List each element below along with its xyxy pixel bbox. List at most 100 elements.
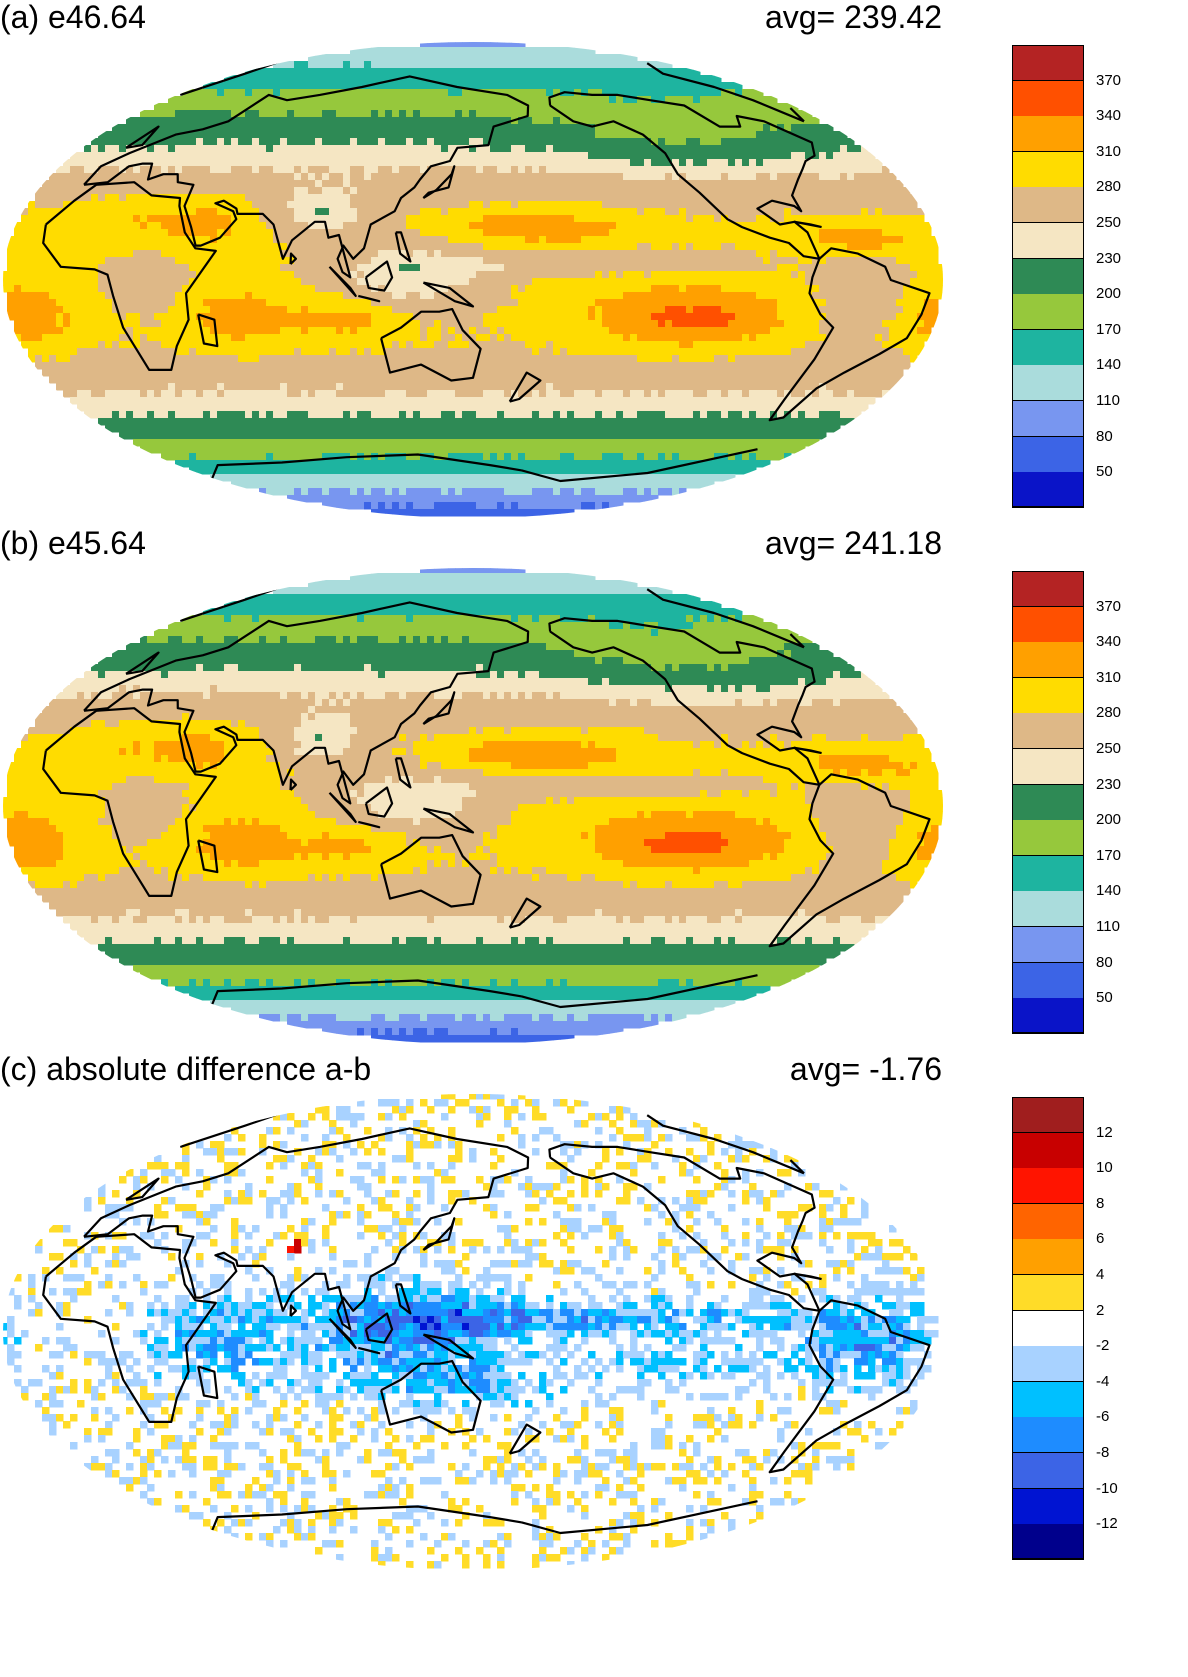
colorbar-swatch — [1012, 1168, 1084, 1205]
coastline — [422, 1217, 456, 1251]
colorbar-swatch — [1012, 294, 1084, 331]
colorbar-tick-label: 80 — [1096, 427, 1113, 445]
colorbar-swatch — [1012, 1239, 1084, 1276]
colorbar-tick-label: 140 — [1096, 882, 1122, 900]
coastline — [364, 786, 394, 818]
coastline — [125, 1177, 160, 1201]
colorbar-swatch — [1012, 1417, 1084, 1454]
colorbar-swatch — [1012, 927, 1084, 964]
coastline — [210, 448, 758, 483]
colorbar-tick-label: -12 — [1096, 1515, 1118, 1533]
colorbar-tick-label: 280 — [1096, 178, 1122, 196]
coastline — [364, 260, 394, 292]
panel-a: (a) e46.64 avg= 239.42 50 80 110 140 170 200 2… — [0, 0, 1188, 520]
map-c — [3, 1094, 939, 1569]
colorbar-swatch — [1012, 1310, 1084, 1347]
coastline — [380, 834, 482, 908]
colorbar-swatch — [1012, 962, 1084, 999]
colorbar-tick-label: 110 — [1096, 392, 1120, 409]
map-b — [3, 568, 943, 1043]
colorbar-tick-label: -8 — [1096, 1444, 1110, 1461]
coastline — [422, 165, 456, 199]
colorbar-swatch — [1012, 401, 1084, 438]
colorbar-swatch — [1012, 1097, 1084, 1134]
coastline — [422, 281, 475, 308]
colorbar-tick-label: 12 — [1096, 1123, 1113, 1141]
coastline — [508, 371, 542, 403]
panel-average: avg= -1.76 — [789, 1051, 942, 1087]
coastline — [793, 220, 822, 229]
colorbar-tick-label: -2 — [1096, 1337, 1110, 1355]
coastline — [42, 1233, 217, 1423]
colorbar-swatch — [1012, 1488, 1084, 1525]
colorbar-swatch — [1012, 187, 1084, 224]
colorbar-tick-label: 280 — [1096, 704, 1122, 722]
colorbar-swatch — [1012, 677, 1084, 714]
colorbar-tick-label: 80 — [1096, 953, 1113, 971]
colorbar-swatch — [1012, 784, 1084, 821]
colorbar-swatch — [1012, 1275, 1084, 1312]
coastline — [422, 691, 456, 725]
coastline — [328, 1318, 357, 1349]
colorbar-tick-label: 10 — [1096, 1159, 1113, 1177]
colorbar-tick-label: 6 — [1096, 1230, 1105, 1248]
coastline — [210, 1500, 758, 1535]
coastline — [197, 1365, 219, 1400]
colorbar-tick-label: 170 — [1096, 320, 1122, 338]
colorbar-swatch — [1012, 1346, 1084, 1383]
colorbar-tick-label: 310 — [1096, 142, 1122, 160]
colorbar-swatch — [1012, 571, 1084, 608]
colorbar-swatch — [1012, 80, 1084, 117]
coastline — [83, 75, 530, 279]
coastline — [197, 839, 219, 874]
colorbar-swatch — [1012, 151, 1084, 188]
colorbar-swatch — [1012, 749, 1084, 786]
panel-title: (c) absolute difference a-b — [0, 1051, 372, 1087]
colorbar-tick-label: 370 — [1096, 597, 1122, 615]
colorbar-swatch — [1012, 223, 1084, 260]
coastline — [42, 707, 217, 897]
coastline — [289, 778, 297, 791]
colorbar-tick-label: 230 — [1096, 249, 1122, 267]
colorbar-tick-label: 310 — [1096, 668, 1122, 686]
coastline — [358, 294, 381, 303]
coastline — [394, 1283, 412, 1315]
coastline — [125, 125, 160, 149]
panel-average: avg= 239.42 — [764, 0, 942, 35]
coastline — [83, 1127, 530, 1331]
colorbar-tick-label: 50 — [1096, 989, 1113, 1007]
colorbar-tick-label: -6 — [1096, 1408, 1110, 1426]
colorbar-tick-label: 170 — [1096, 846, 1122, 864]
coastline — [328, 266, 357, 297]
coastline — [768, 1299, 931, 1474]
colorbar-tick-label: 340 — [1096, 633, 1122, 651]
coastline — [422, 1333, 475, 1360]
colorbar-tick-label: -4 — [1096, 1372, 1110, 1390]
coastline — [793, 746, 822, 755]
coastline — [394, 757, 412, 789]
colorbar-tick-label: -10 — [1096, 1479, 1118, 1497]
coastline — [328, 792, 357, 823]
coastline — [289, 252, 297, 265]
colorbar-tick-label: 110 — [1096, 918, 1120, 935]
coastline — [358, 1346, 381, 1355]
coastline — [508, 897, 542, 929]
colorbar-tick-label: 250 — [1096, 740, 1122, 757]
colorbar-swatch — [1012, 998, 1084, 1035]
coastline — [768, 247, 931, 422]
coastline — [394, 231, 412, 263]
colorbar-swatch — [1012, 45, 1084, 82]
colorbar-tick-label: 230 — [1096, 775, 1122, 793]
colorbar-tick-label: 50 — [1096, 463, 1113, 481]
colorbar-tick-label: 2 — [1096, 1301, 1105, 1319]
coastline — [548, 617, 821, 786]
colorbar-swatch — [1012, 1453, 1084, 1490]
coastline — [548, 1143, 821, 1312]
panel-c: (c) absolute difference a-b avg= -1.76 -… — [0, 1052, 1188, 1572]
colorbar-swatch — [1012, 472, 1084, 509]
colorbar-swatch — [1012, 258, 1084, 295]
colorbar-swatch — [1012, 116, 1084, 153]
colorbar-swatch — [1012, 642, 1084, 679]
colorbar-tick-label: 200 — [1096, 285, 1122, 303]
coastline — [210, 974, 758, 1009]
